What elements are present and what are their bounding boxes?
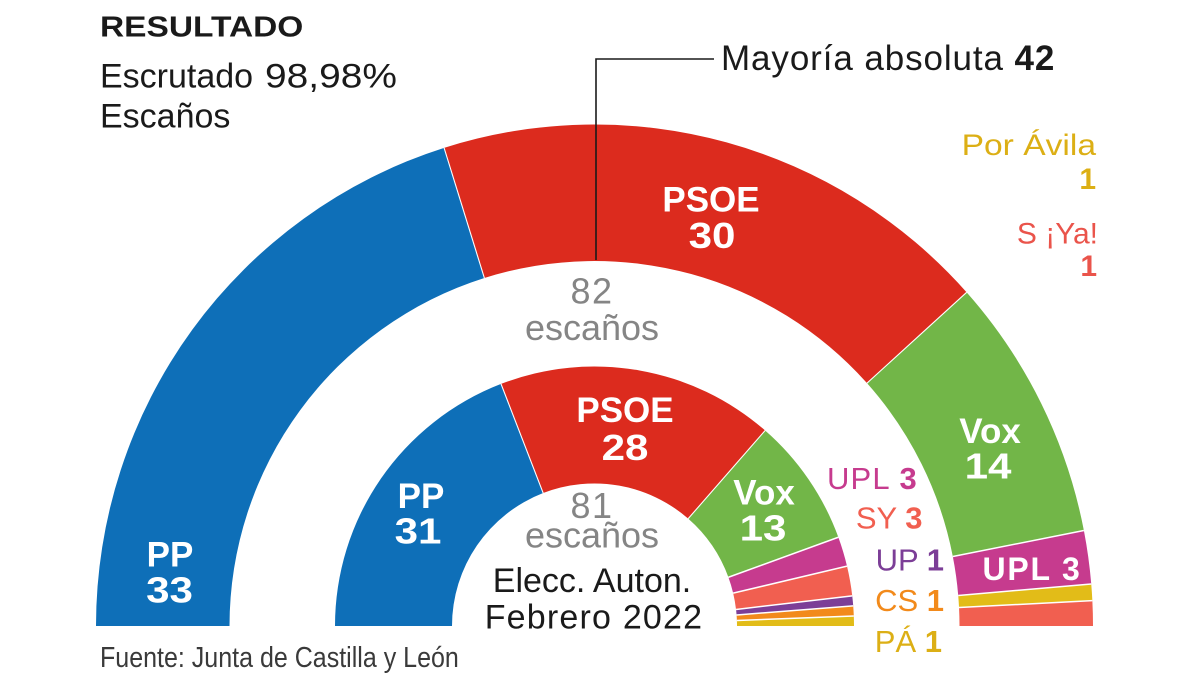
svg-text:Mayoría absoluta 42: Mayoría absoluta 42 [721,39,1055,78]
svg-text:UP 1: UP 1 [876,542,944,577]
svg-text:81: 81 [570,485,613,526]
svg-text:PÁ 1: PÁ 1 [875,624,942,659]
svg-text:Vox: Vox [733,473,795,512]
svg-text:82: 82 [570,271,613,312]
svg-text:PSOE: PSOE [662,181,759,220]
svg-text:CS 1: CS 1 [875,583,944,618]
svg-text:escaños: escaños [525,515,659,556]
svg-text:Febrero 2022: Febrero 2022 [485,598,704,636]
svg-text:Fuente: Junta de Castilla y Le: Fuente: Junta de Castilla y León [100,640,459,673]
svg-text:PSOE: PSOE [576,391,673,430]
svg-text:1: 1 [1080,250,1097,283]
svg-text:S ¡Ya!: S ¡Ya! [1017,217,1098,250]
svg-text:Por Ávila: Por Ávila [962,128,1097,162]
svg-text:Elecc. Auton.: Elecc. Auton. [493,562,691,600]
svg-text:SY 3: SY 3 [856,501,923,536]
svg-text:33: 33 [146,571,193,611]
svg-text:escaños: escaños [525,307,659,348]
svg-text:Vox: Vox [959,412,1021,451]
svg-text:UPL 3: UPL 3 [982,551,1081,587]
svg-text:13: 13 [740,509,787,549]
svg-text:30: 30 [689,217,736,257]
svg-text:1: 1 [1079,163,1096,196]
svg-text:PP: PP [147,536,194,575]
svg-text:28: 28 [602,429,649,469]
svg-text:PP: PP [398,477,445,516]
svg-text:Escaños: Escaños [100,97,230,135]
svg-text:14: 14 [965,447,1012,487]
svg-text:31: 31 [395,512,442,552]
svg-text:UPL 3: UPL 3 [827,461,918,496]
svg-text:98,98%: 98,98% [265,57,397,95]
svg-text:RESULTADO: RESULTADO [100,11,303,43]
svg-text:Escrutado: Escrutado [100,58,253,96]
